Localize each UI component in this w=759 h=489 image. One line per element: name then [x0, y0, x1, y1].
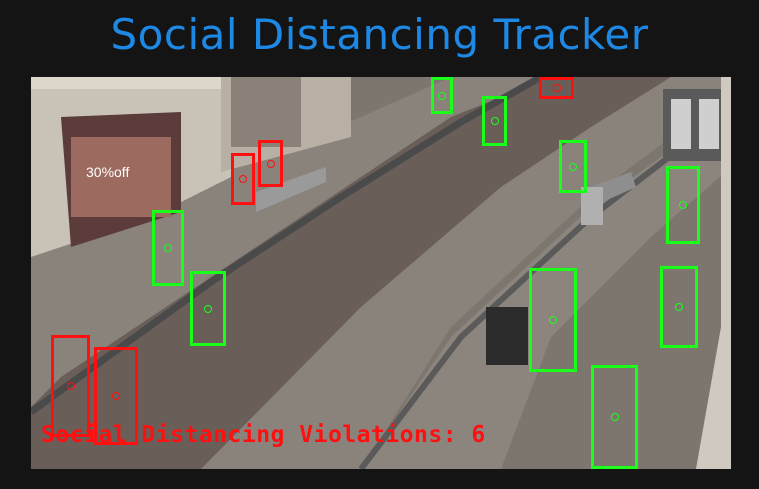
detection-box — [431, 77, 453, 114]
centroid-marker — [679, 201, 687, 209]
centroid-marker — [549, 316, 557, 324]
detection-box — [660, 266, 698, 348]
detection-box — [482, 96, 507, 146]
detection-box — [666, 166, 700, 244]
centroid-marker — [552, 84, 561, 92]
detection-box — [152, 210, 184, 286]
detection-box — [591, 365, 638, 469]
detection-box — [51, 335, 90, 437]
street-scene: 30%off — [31, 77, 731, 469]
detection-box — [190, 271, 226, 346]
svg-text:30%off: 30%off — [86, 164, 129, 180]
centroid-marker — [239, 175, 247, 183]
detection-box — [559, 140, 587, 193]
video-feed: 30%off Social Distancing Violations: 6 — [31, 77, 731, 469]
centroid-marker — [204, 304, 212, 313]
violations-counter-text: Social Distancing Violations: 6 — [41, 422, 486, 448]
detection-box — [539, 77, 574, 99]
centroid-marker — [66, 382, 75, 390]
centroid-marker — [266, 159, 275, 168]
detection-box — [258, 140, 283, 187]
detection-box — [94, 347, 138, 445]
centroid-marker — [112, 392, 120, 400]
centroid-marker — [675, 303, 683, 311]
centroid-marker — [438, 91, 446, 100]
centroid-marker — [610, 413, 619, 421]
detection-box — [231, 153, 255, 205]
detection-box — [529, 268, 577, 372]
page-title: Social Distancing Tracker — [110, 10, 649, 59]
centroid-marker — [569, 162, 577, 171]
centroid-marker — [164, 244, 172, 252]
centroid-marker — [490, 117, 499, 125]
